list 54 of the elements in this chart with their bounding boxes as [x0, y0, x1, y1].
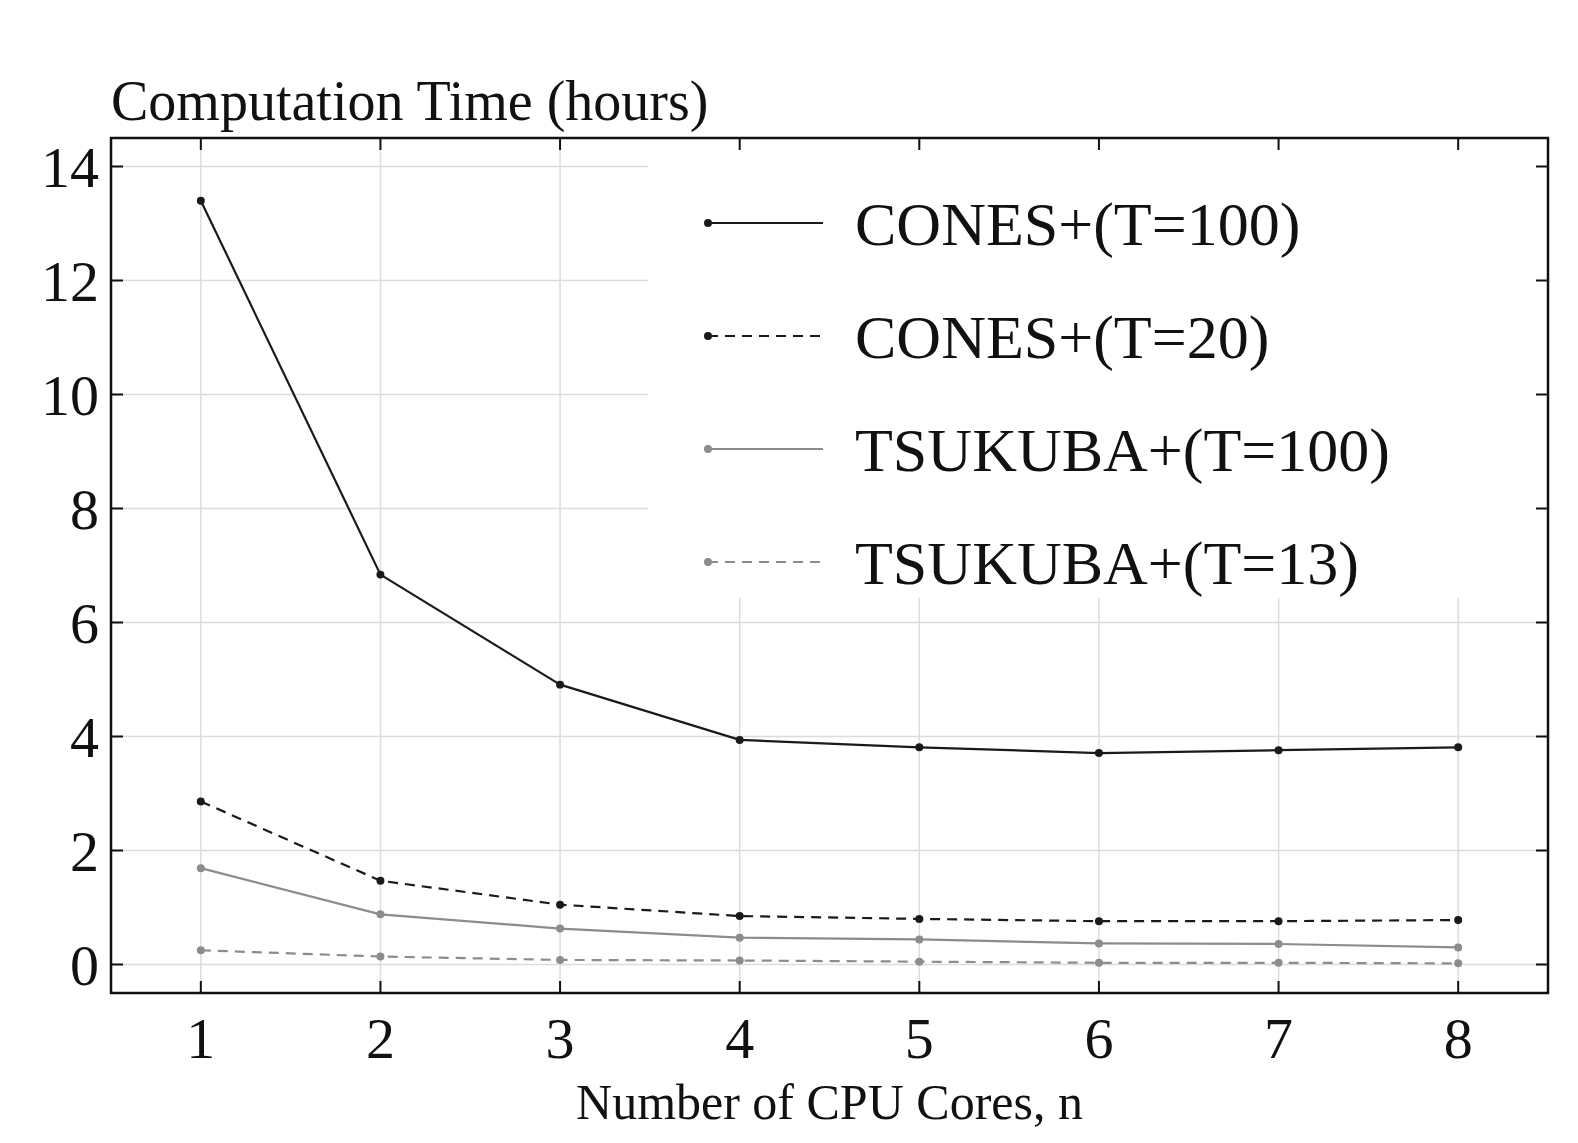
point [1454, 916, 1463, 925]
y-tick-label: 6 [70, 590, 99, 656]
y-axis-title: Computation Time (hours) [111, 70, 709, 133]
x-tick-label: 2 [365, 1006, 395, 1071]
point [376, 952, 385, 961]
y-tick-label: 4 [70, 704, 99, 770]
point [196, 797, 205, 806]
point [735, 735, 744, 744]
y-tick-label: 14 [41, 134, 99, 200]
x-tick-label: 3 [545, 1006, 575, 1071]
point [1094, 939, 1103, 948]
point [376, 570, 385, 579]
point [735, 933, 744, 942]
x-tick-label: 5 [904, 1006, 934, 1071]
point [556, 955, 565, 964]
point [556, 924, 565, 933]
x-tick-label: 8 [1443, 1006, 1473, 1071]
x-tick-label: 6 [1084, 1006, 1114, 1071]
y-tick-label: 0 [70, 932, 99, 998]
point [735, 912, 744, 921]
y-tick-label: 2 [70, 818, 99, 884]
point [1094, 749, 1103, 758]
point [915, 935, 924, 944]
point [556, 680, 565, 689]
x-tick-label: 1 [186, 1006, 216, 1071]
point [1454, 959, 1463, 968]
point [1274, 958, 1283, 967]
y-tick-label: 10 [41, 362, 99, 428]
legend-label: TSUKUBA+(T=13) [855, 529, 1359, 598]
point [915, 914, 924, 923]
point [1274, 746, 1283, 755]
point [1094, 958, 1103, 967]
point [376, 876, 385, 885]
point [915, 957, 924, 966]
point [1094, 917, 1103, 926]
y-tick-label: 12 [41, 248, 99, 314]
legend-label: TSUKUBA+(T=100) [855, 416, 1390, 485]
legend-label: CONES+(T=20) [855, 303, 1270, 372]
point [196, 864, 205, 873]
point [1274, 940, 1283, 948]
point [376, 910, 385, 919]
point [915, 743, 924, 752]
point [196, 196, 205, 205]
y-tick-label: 8 [70, 476, 99, 542]
point [1454, 943, 1463, 952]
point [556, 900, 565, 909]
point [735, 956, 744, 965]
point [1454, 743, 1463, 752]
x-axis-title: Number of CPU Cores, n [576, 1074, 1083, 1130]
legend-label: CONES+(T=100) [855, 190, 1301, 259]
x-tick-label: 4 [725, 1006, 755, 1071]
x-tick-label: 7 [1264, 1006, 1294, 1071]
point [1274, 917, 1283, 926]
point [196, 946, 205, 955]
